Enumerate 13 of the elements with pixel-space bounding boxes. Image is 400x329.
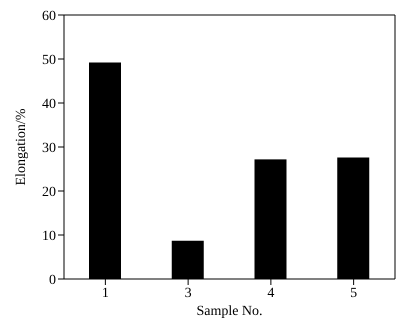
y-tick-label: 0: [49, 272, 56, 288]
y-tick-label: 30: [42, 140, 56, 156]
y-tick-label: 10: [42, 228, 56, 244]
y-tick-label: 40: [42, 96, 56, 112]
y-tick-label: 20: [42, 184, 56, 200]
y-axis-title: Elongation/%: [14, 108, 29, 186]
x-tick-label: 1: [102, 286, 109, 301]
x-tick-label: 3: [184, 286, 192, 301]
x-axis-title: Sample No.: [196, 304, 263, 319]
y-tick-label: 50: [42, 52, 56, 68]
y-tick-label: 60: [42, 8, 56, 24]
x-tick-label: 5: [350, 286, 358, 301]
x-tick-label: 4: [267, 286, 274, 301]
